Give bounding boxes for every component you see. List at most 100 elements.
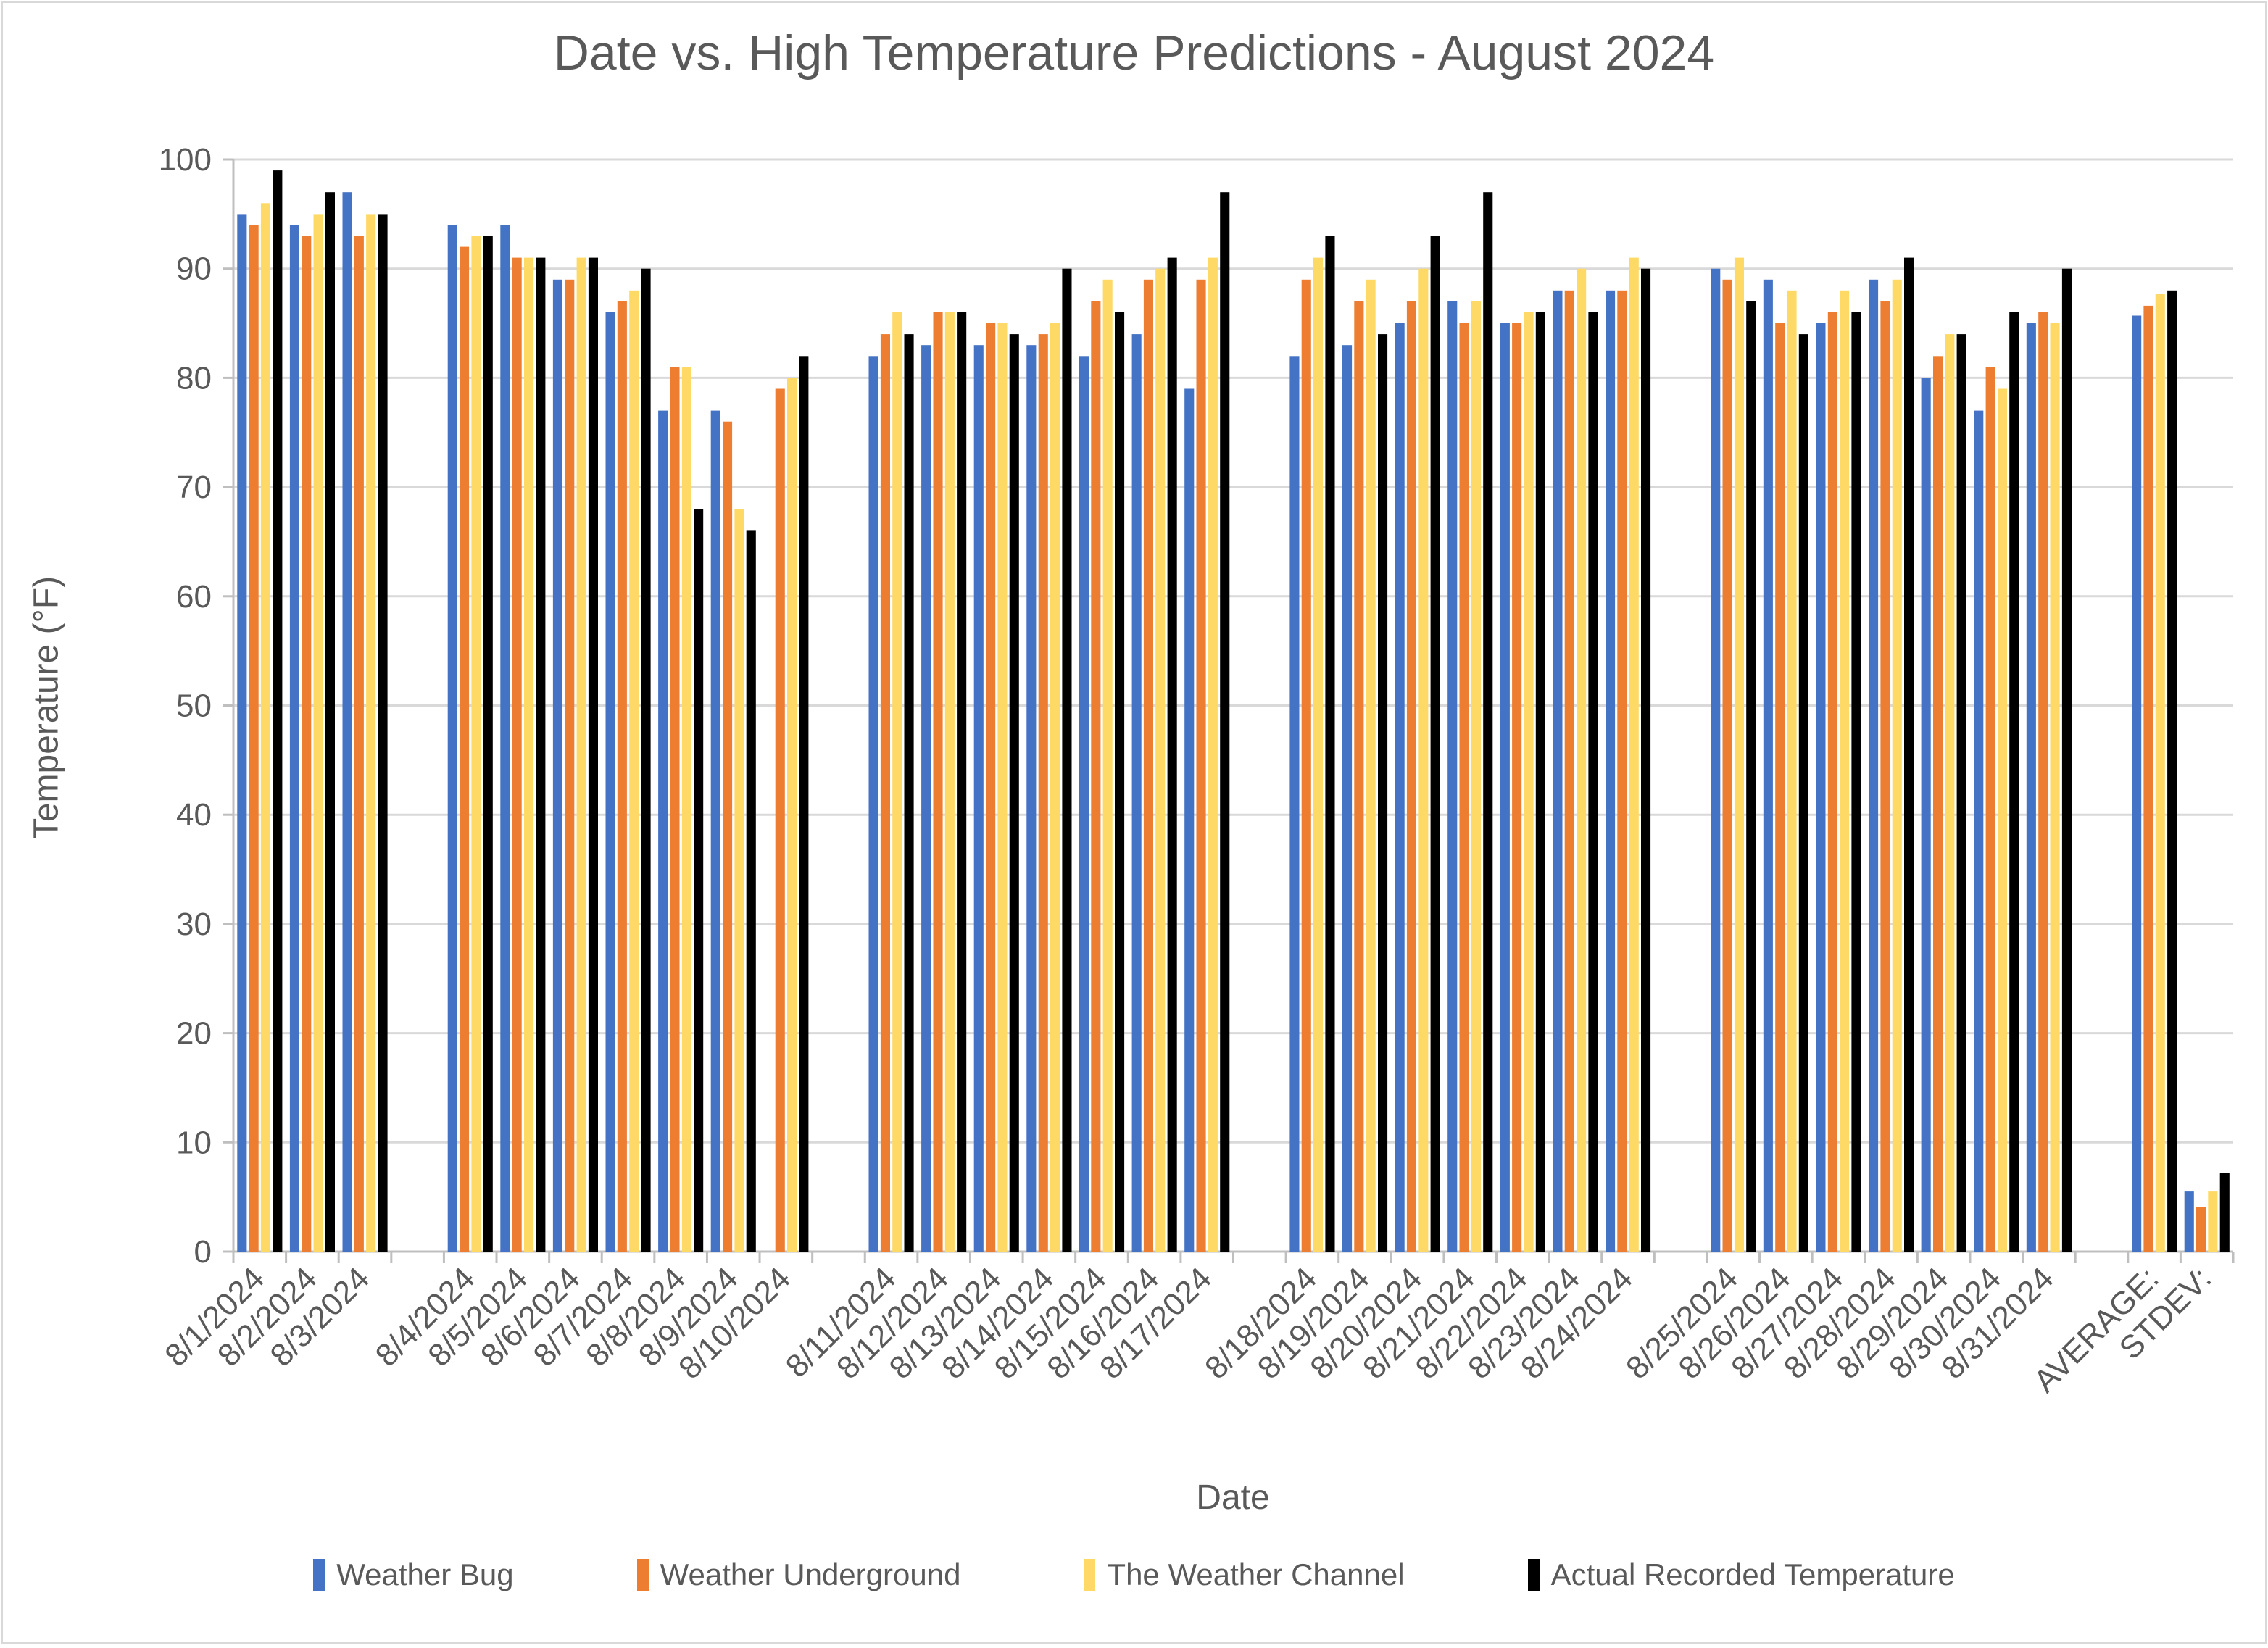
- bar-8/14/2024: [1062, 268, 1072, 1252]
- bar-8/1/2024: [249, 225, 259, 1252]
- bar-8/7/2024: [605, 312, 615, 1252]
- legend-item-actual-recorded-temperature: Actual Recorded Temperature: [1527, 1557, 1955, 1592]
- bar-8/6/2024: [552, 279, 562, 1252]
- bar-8/19/2024: [1354, 301, 1364, 1252]
- bar-8/23/2024: [1588, 312, 1598, 1252]
- bars-the-weather-channel: [260, 203, 2218, 1252]
- bar-8/15/2024: [1102, 279, 1113, 1252]
- bar-8/3/2024: [366, 214, 376, 1252]
- bar-8/9/2024: [723, 421, 733, 1252]
- legend-marker-icon: [1527, 1559, 1540, 1591]
- y-tick-label-20: 20: [176, 1016, 212, 1052]
- bar-8/14/2024: [1050, 323, 1060, 1252]
- bar-8/21/2024: [1447, 301, 1458, 1252]
- bar-8/9/2024: [746, 530, 756, 1252]
- bar-8/7/2024: [629, 290, 639, 1252]
- legend-marker-icon: [313, 1559, 325, 1591]
- legend-label: Weather Bug: [336, 1557, 514, 1591]
- bar-8/26/2024: [1775, 323, 1785, 1252]
- bar-8/28/2024: [1904, 257, 1914, 1252]
- bar-8/10/2024: [775, 388, 785, 1252]
- bar-8/21/2024: [1471, 301, 1481, 1252]
- bar-8/15/2024: [1091, 301, 1101, 1252]
- bar-8/18/2024: [1301, 279, 1311, 1252]
- bar-8/26/2024: [1798, 334, 1808, 1252]
- bar-8/6/2024: [588, 257, 598, 1252]
- y-tick-label-50: 50: [176, 688, 212, 724]
- bar-8/4/2024: [471, 236, 481, 1252]
- bar-8/1/2024: [260, 203, 270, 1252]
- bar-8/9/2024: [734, 509, 744, 1252]
- bar-8/24/2024: [1606, 290, 1616, 1252]
- bar-8/15/2024: [1115, 312, 1125, 1252]
- bar-8/25/2024: [1734, 257, 1744, 1252]
- bar-8/3/2024: [354, 236, 364, 1252]
- bar-8/2/2024: [302, 236, 312, 1252]
- bar-8/2/2024: [313, 214, 323, 1252]
- bar-AVERAGE:: [2155, 294, 2165, 1252]
- x-axis-labels: 8/1/20248/2/20248/3/20248/4/20248/5/2024…: [158, 1260, 2218, 1399]
- y-tick-label-10: 10: [176, 1125, 212, 1160]
- bar-8/31/2024: [2061, 268, 2072, 1252]
- bar-8/26/2024: [1763, 279, 1773, 1252]
- bar-8/30/2024: [1997, 388, 2007, 1252]
- bar-8/8/2024: [670, 367, 680, 1252]
- bar-8/22/2024: [1500, 323, 1510, 1252]
- bar-8/5/2024: [536, 257, 546, 1252]
- bars-weather-underground: [249, 225, 2206, 1252]
- bar-8/12/2024: [921, 345, 931, 1252]
- bar-8/30/2024: [2009, 312, 2019, 1252]
- bar-8/24/2024: [1641, 268, 1651, 1252]
- bars-actual-recorded-temperature: [273, 170, 2230, 1252]
- bar-8/24/2024: [1629, 257, 1639, 1252]
- bar-8/27/2024: [1816, 323, 1826, 1252]
- bar-8/11/2024: [904, 334, 914, 1252]
- bar-8/22/2024: [1535, 312, 1545, 1252]
- bar-8/16/2024: [1167, 257, 1177, 1252]
- bar-AVERAGE:: [2167, 290, 2177, 1252]
- bar-8/22/2024: [1512, 323, 1522, 1252]
- bar-8/19/2024: [1366, 279, 1376, 1252]
- bar-8/2/2024: [289, 225, 299, 1252]
- bar-8/28/2024: [1869, 279, 1879, 1252]
- legend-label: Actual Recorded Temperature: [1550, 1557, 1955, 1591]
- bar-8/6/2024: [576, 257, 586, 1252]
- bar-8/21/2024: [1483, 192, 1493, 1252]
- bar-AVERAGE:: [2143, 305, 2153, 1252]
- x-axis-title: Date: [1196, 1478, 1270, 1517]
- bar-8/11/2024: [892, 312, 902, 1252]
- bar-8/27/2024: [1827, 312, 1837, 1252]
- legend-item-weather-underground: Weather Underground: [636, 1557, 960, 1592]
- bar-8/20/2024: [1395, 323, 1405, 1252]
- y-tick-label-100: 100: [159, 142, 212, 178]
- bar-8/4/2024: [483, 236, 493, 1252]
- bar-8/31/2024: [2038, 312, 2048, 1252]
- bar-8/6/2024: [565, 279, 575, 1252]
- bar-8/13/2024: [997, 323, 1008, 1252]
- bar-8/12/2024: [944, 312, 955, 1252]
- bar-8/3/2024: [378, 214, 388, 1252]
- bars-weather-bug: [237, 192, 2194, 1252]
- bar-8/31/2024: [2026, 323, 2036, 1252]
- legend-label: The Weather Channel: [1107, 1557, 1405, 1591]
- bar-8/22/2024: [1524, 312, 1534, 1252]
- bar-8/10/2024: [799, 356, 809, 1252]
- bar-8/8/2024: [658, 410, 668, 1252]
- y-tick-label-70: 70: [176, 470, 212, 505]
- bar-8/27/2024: [1840, 290, 1850, 1252]
- bar-8/8/2024: [694, 509, 704, 1252]
- bar-8/7/2024: [641, 268, 651, 1252]
- bar-8/26/2024: [1787, 290, 1797, 1252]
- bar-8/14/2024: [1026, 345, 1037, 1252]
- legend: Weather Bug Weather Underground The Weathe…: [3, 1557, 2265, 1592]
- bar-STDEV:: [2219, 1173, 2230, 1252]
- bar-8/20/2024: [1406, 301, 1416, 1252]
- bar-8/11/2024: [880, 334, 890, 1252]
- bar-STDEV:: [2184, 1191, 2194, 1252]
- bar-8/3/2024: [342, 192, 352, 1252]
- bar-8/11/2024: [868, 356, 878, 1252]
- bar-8/13/2024: [1009, 334, 1019, 1252]
- bar-8/9/2024: [710, 410, 720, 1252]
- bar-8/4/2024: [447, 225, 457, 1252]
- bar-8/30/2024: [1974, 410, 1984, 1252]
